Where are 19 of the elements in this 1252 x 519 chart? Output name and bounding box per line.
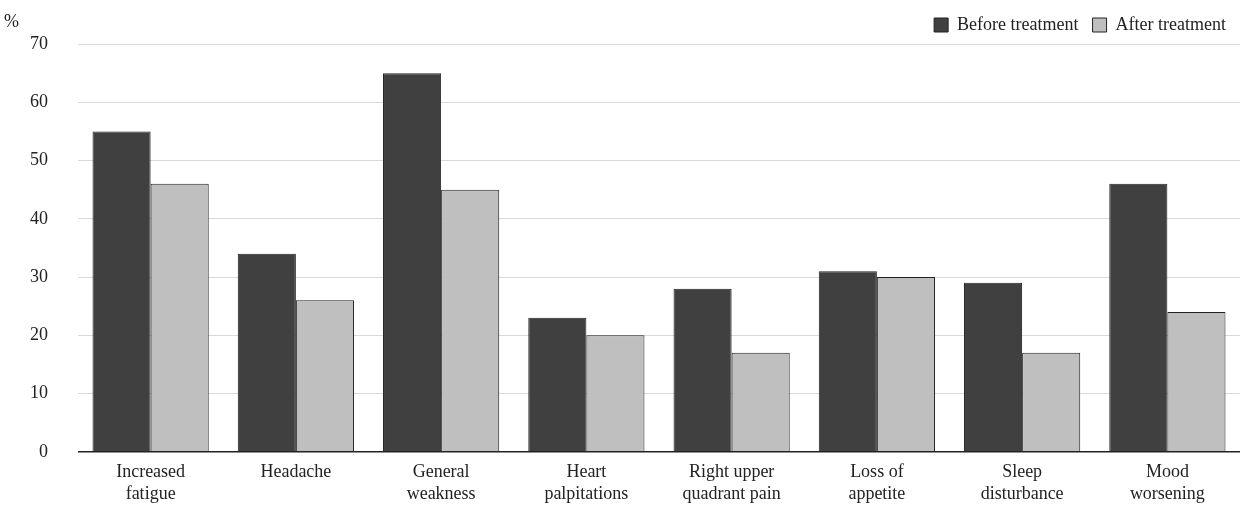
y-tick-label: 50: [30, 149, 48, 170]
y-tick-label: 10: [30, 382, 48, 403]
y-tick-label: 40: [30, 207, 48, 228]
y-tick-label: 0: [39, 440, 48, 461]
y-tick-label: 60: [30, 90, 48, 111]
y-tick-label: 70: [30, 32, 48, 53]
x-tick-label: Sleep disturbance: [980, 461, 1064, 503]
x-tick-label: Right upper quadrant pain: [682, 461, 781, 503]
x-tick-label: Increased fatigue: [116, 461, 186, 503]
x-tick-label: Loss of appetite: [848, 461, 906, 503]
legend-label: After treatment: [1115, 13, 1227, 34]
y-axis-title: %: [4, 10, 19, 31]
x-tick-label: General weakness: [406, 461, 476, 503]
x-tick-label: Headache: [260, 461, 332, 482]
legend-label: Before treatment: [957, 13, 1079, 34]
y-tick-label: 20: [30, 324, 48, 345]
x-tick-label: Heart palpitations: [544, 461, 629, 503]
y-tick-label: 30: [30, 265, 48, 286]
x-tick-label: Mood worsening: [1129, 461, 1205, 503]
